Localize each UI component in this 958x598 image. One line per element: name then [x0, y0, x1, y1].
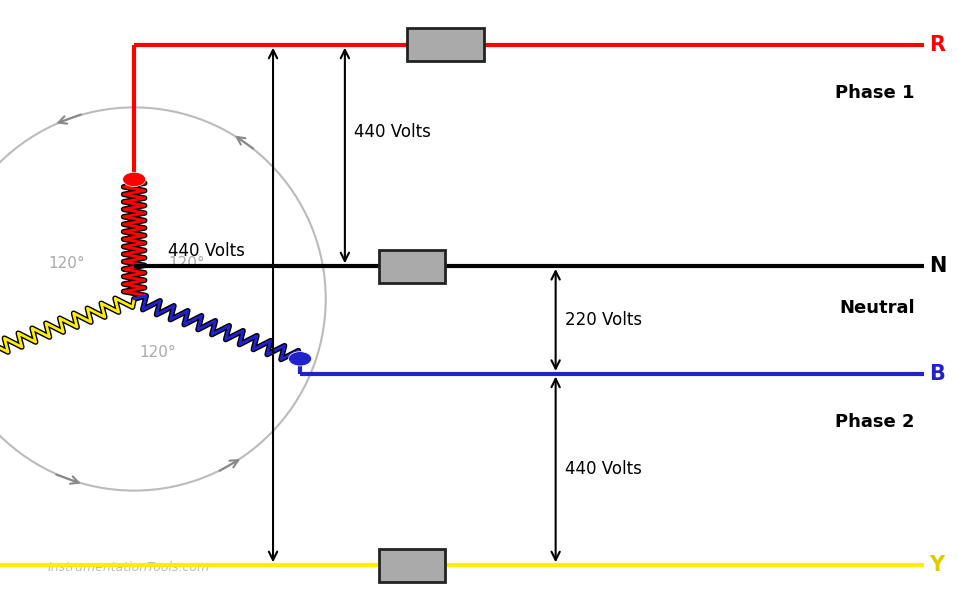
Text: Y: Y: [929, 555, 945, 575]
Text: B: B: [929, 364, 946, 384]
Text: InstrumentationTools.com: InstrumentationTools.com: [48, 561, 210, 574]
Text: 440 Volts: 440 Volts: [565, 460, 642, 478]
Text: R: R: [929, 35, 946, 55]
FancyBboxPatch shape: [379, 549, 445, 581]
Circle shape: [288, 352, 311, 366]
Text: 440 Volts: 440 Volts: [354, 123, 431, 141]
FancyBboxPatch shape: [407, 28, 484, 61]
Text: 120°: 120°: [49, 255, 85, 271]
Text: 440 Volts: 440 Volts: [168, 242, 244, 260]
FancyBboxPatch shape: [379, 249, 445, 282]
Text: Phase 2: Phase 2: [835, 413, 915, 431]
Circle shape: [123, 172, 146, 187]
Text: Phase 1: Phase 1: [835, 84, 915, 102]
Text: 120°: 120°: [140, 345, 176, 361]
Text: 120°: 120°: [169, 255, 205, 271]
Text: N: N: [929, 256, 947, 276]
Text: 220 Volts: 220 Volts: [565, 311, 643, 329]
Text: Neutral: Neutral: [839, 299, 915, 317]
